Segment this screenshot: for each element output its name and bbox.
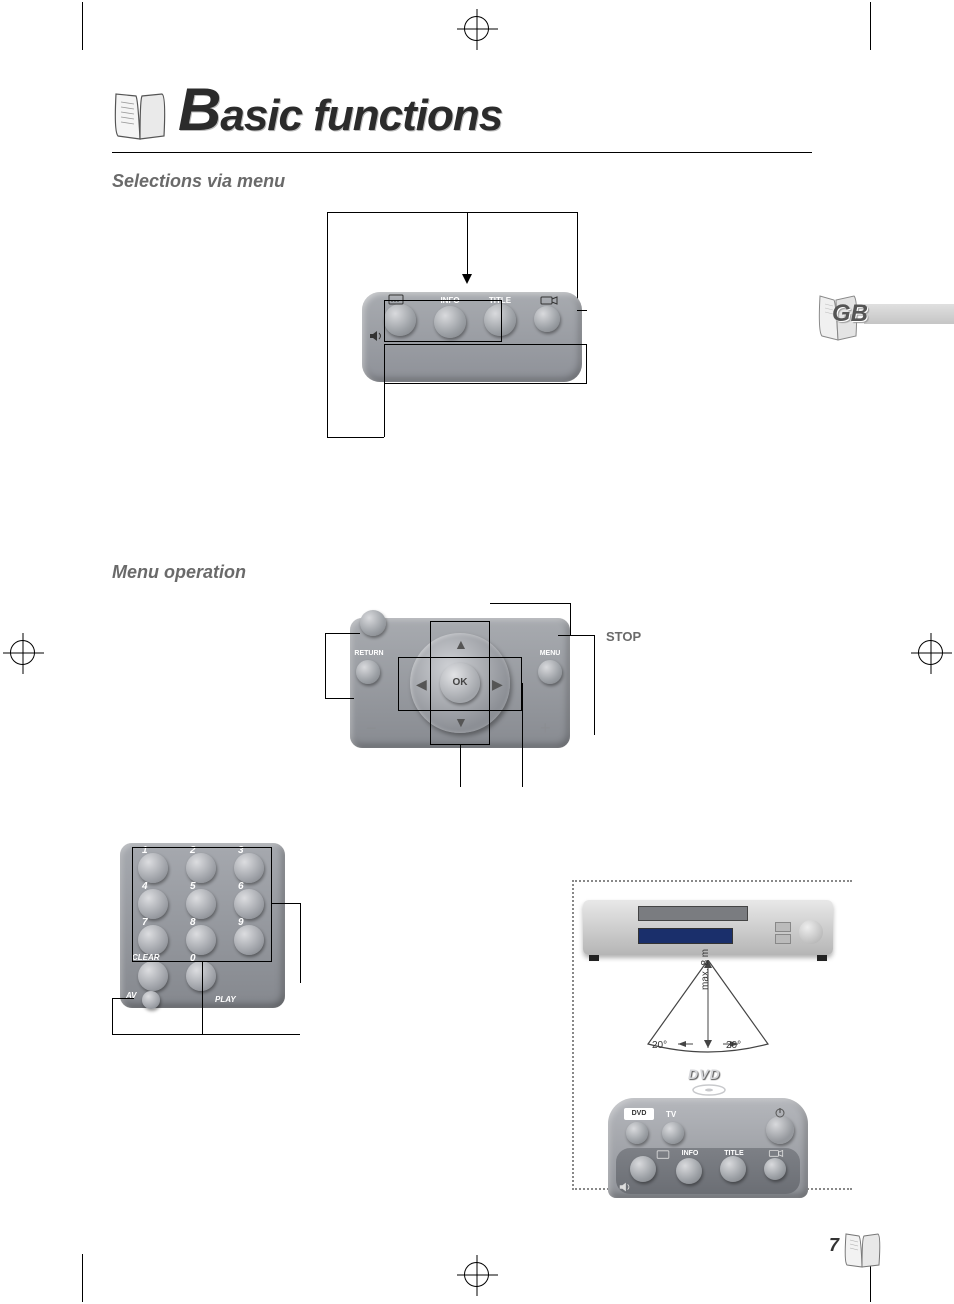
audio-icon xyxy=(368,328,384,344)
av-button[interactable] xyxy=(142,991,160,1009)
crop-mark-right xyxy=(918,640,943,665)
remote-top-view: DVD TV INFO TITLE xyxy=(608,1098,808,1198)
info-button-2[interactable] xyxy=(676,1158,702,1184)
dvd-logo: DVD xyxy=(688,1066,721,1082)
crop-mark-bottom xyxy=(464,1262,489,1287)
stop-label: STOP xyxy=(606,629,641,644)
menu-button[interactable] xyxy=(538,660,562,684)
play-label: PLAY xyxy=(215,995,236,1004)
minus-icon: − xyxy=(366,718,377,739)
info-label-2: INFO xyxy=(678,1150,702,1157)
callout-line xyxy=(594,635,595,735)
crop-mark-top xyxy=(464,16,489,41)
chapter-heading: Basic functions xyxy=(112,80,842,140)
angle-button-2[interactable] xyxy=(764,1158,786,1180)
dvd-mode-button[interactable] xyxy=(626,1122,648,1144)
callout-box xyxy=(132,847,272,962)
callout-box xyxy=(398,657,522,711)
page-book-icon xyxy=(842,1226,884,1268)
callout-line xyxy=(327,212,328,437)
angle-left-label: 20° xyxy=(652,1040,667,1051)
callout-box xyxy=(384,344,587,384)
callout-box xyxy=(384,300,502,342)
section-title-1: Selections via menu xyxy=(112,171,842,192)
callout-line xyxy=(577,212,578,310)
callout-line xyxy=(112,1034,300,1035)
clear-button[interactable] xyxy=(138,961,168,991)
tv-mode-button[interactable] xyxy=(662,1122,684,1144)
player-foot xyxy=(589,955,599,961)
top-small-button[interactable] xyxy=(360,610,386,636)
callout-line xyxy=(460,745,461,787)
num-0-button[interactable] xyxy=(186,961,216,991)
dvd-disc-icon xyxy=(692,1084,726,1096)
player-knob xyxy=(799,920,823,944)
tv-label: TV xyxy=(666,1110,676,1119)
chapter-title: Basic functions xyxy=(178,80,502,140)
callout-line xyxy=(325,633,326,698)
power-button[interactable] xyxy=(766,1116,794,1144)
arrow-icon xyxy=(462,274,472,284)
return-label: RETURN xyxy=(352,650,386,657)
max-distance-label: max. 8 m xyxy=(700,949,711,990)
callout-line xyxy=(327,212,577,213)
callout-line xyxy=(202,962,203,1034)
audio-icon xyxy=(618,1180,632,1194)
callout-line xyxy=(577,310,587,311)
subtitle-button-2[interactable] xyxy=(630,1156,656,1182)
callout-line xyxy=(570,603,571,635)
menu-label: MENU xyxy=(534,650,566,657)
callout-line xyxy=(272,903,300,904)
callout-line xyxy=(467,212,468,274)
angle-right-label: 20° xyxy=(726,1040,741,1051)
book-icon xyxy=(112,82,170,140)
callout-line xyxy=(327,437,384,438)
title-button-2[interactable] xyxy=(720,1156,746,1182)
return-button[interactable] xyxy=(356,660,380,684)
subtitle-icon xyxy=(656,1150,670,1160)
callout-line xyxy=(522,683,523,787)
callout-line xyxy=(558,635,594,636)
frame-line xyxy=(82,1254,83,1302)
callout-line xyxy=(300,903,301,983)
section-title-2: Menu operation xyxy=(112,562,842,583)
callout-line xyxy=(112,998,113,1034)
plus-icon: + xyxy=(540,718,551,739)
page-number: 7 xyxy=(829,1235,839,1256)
player-foot xyxy=(817,955,827,961)
player-button xyxy=(775,922,791,932)
dvd-mode-badge: DVD xyxy=(624,1108,654,1120)
player-button xyxy=(775,934,791,944)
disc-tray xyxy=(638,906,748,921)
frame-line xyxy=(82,2,83,50)
callout-line xyxy=(112,998,134,999)
frame-line xyxy=(870,2,871,50)
callout-line xyxy=(325,633,360,634)
angle-button[interactable] xyxy=(534,306,560,332)
dvd-player xyxy=(583,900,833,955)
player-display xyxy=(638,928,733,944)
callout-line xyxy=(325,698,354,699)
callout-line xyxy=(490,603,570,604)
power-icon xyxy=(773,1108,787,1118)
title-label-2: TITLE xyxy=(720,1150,748,1157)
heading-rule xyxy=(112,152,812,153)
camera-icon xyxy=(540,294,558,306)
callout-line xyxy=(384,384,385,437)
crop-mark-left xyxy=(10,640,35,665)
camera-icon xyxy=(768,1148,784,1158)
